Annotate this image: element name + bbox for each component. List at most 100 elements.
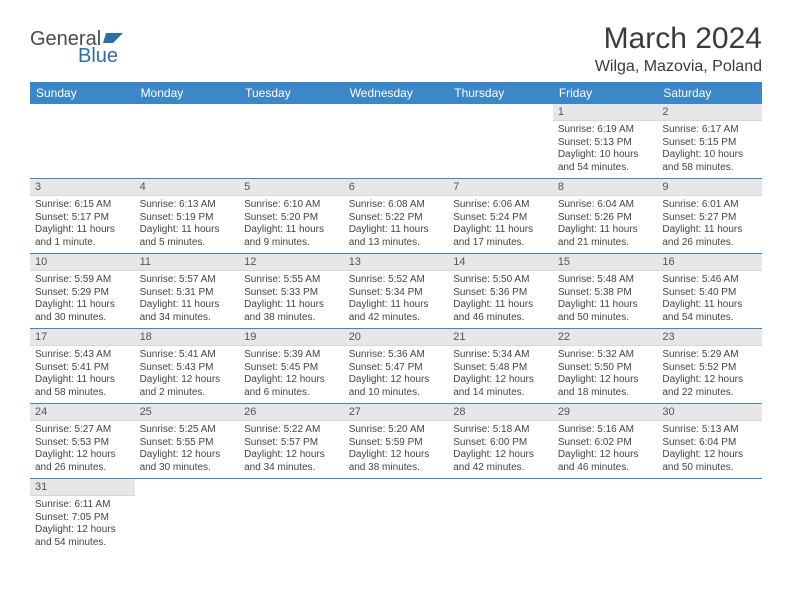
- day-number: 10: [30, 254, 135, 271]
- location: Wilga, Mazovia, Poland: [595, 58, 762, 76]
- sunset-text: Sunset: 5:20 PM: [244, 212, 339, 225]
- calendar-week-row: 31Sunrise: 6:11 AMSunset: 7:05 PMDayligh…: [30, 479, 762, 554]
- sunrise-text: Sunrise: 6:04 AM: [558, 199, 653, 212]
- daylight-text: Daylight: 12 hours and 26 minutes.: [35, 449, 130, 474]
- calendar-empty-cell: [657, 479, 762, 554]
- day-details: Sunrise: 5:43 AMSunset: 5:41 PMDaylight:…: [30, 346, 135, 403]
- daylight-text: Daylight: 12 hours and 22 minutes.: [662, 374, 757, 399]
- day-details: Sunrise: 6:13 AMSunset: 5:19 PMDaylight:…: [135, 196, 240, 253]
- day-number: 18: [135, 329, 240, 346]
- sunset-text: Sunset: 5:55 PM: [140, 437, 235, 450]
- daylight-text: Daylight: 12 hours and 42 minutes.: [453, 449, 548, 474]
- day-details: Sunrise: 6:04 AMSunset: 5:26 PMDaylight:…: [553, 196, 658, 253]
- daylight-text: Daylight: 12 hours and 14 minutes.: [453, 374, 548, 399]
- day-number: 28: [448, 404, 553, 421]
- sunrise-text: Sunrise: 6:08 AM: [349, 199, 444, 212]
- sunset-text: Sunset: 5:22 PM: [349, 212, 444, 225]
- sunset-text: Sunset: 5:15 PM: [662, 137, 757, 150]
- day-details: Sunrise: 5:46 AMSunset: 5:40 PMDaylight:…: [657, 271, 762, 328]
- sunrise-text: Sunrise: 5:27 AM: [35, 424, 130, 437]
- day-details: Sunrise: 6:10 AMSunset: 5:20 PMDaylight:…: [239, 196, 344, 253]
- sunrise-text: Sunrise: 5:34 AM: [453, 349, 548, 362]
- calendar-day-cell: 17Sunrise: 5:43 AMSunset: 5:41 PMDayligh…: [30, 329, 135, 404]
- day-number: 3: [30, 179, 135, 196]
- calendar-day-cell: 30Sunrise: 5:13 AMSunset: 6:04 PMDayligh…: [657, 404, 762, 479]
- calendar-empty-cell: [239, 104, 344, 179]
- day-number: 31: [30, 479, 135, 496]
- day-details: Sunrise: 5:59 AMSunset: 5:29 PMDaylight:…: [30, 271, 135, 328]
- logo-text-blue: Blue: [78, 45, 118, 68]
- calendar-empty-cell: [448, 479, 553, 554]
- sunset-text: Sunset: 5:43 PM: [140, 362, 235, 375]
- sunrise-text: Sunrise: 5:32 AM: [558, 349, 653, 362]
- day-number: 2: [657, 104, 762, 121]
- sunrise-text: Sunrise: 6:13 AM: [140, 199, 235, 212]
- daylight-text: Daylight: 12 hours and 2 minutes.: [140, 374, 235, 399]
- month-title: March 2024: [595, 22, 762, 56]
- day-details: Sunrise: 5:55 AMSunset: 5:33 PMDaylight:…: [239, 271, 344, 328]
- day-details: Sunrise: 6:17 AMSunset: 5:15 PMDaylight:…: [657, 121, 762, 178]
- calendar-day-cell: 19Sunrise: 5:39 AMSunset: 5:45 PMDayligh…: [239, 329, 344, 404]
- day-details: Sunrise: 6:15 AMSunset: 5:17 PMDaylight:…: [30, 196, 135, 253]
- day-details: Sunrise: 5:32 AMSunset: 5:50 PMDaylight:…: [553, 346, 658, 403]
- day-number: 25: [135, 404, 240, 421]
- day-details: Sunrise: 5:27 AMSunset: 5:53 PMDaylight:…: [30, 421, 135, 478]
- day-number: 1: [553, 104, 658, 121]
- weekday-header: Sunday: [30, 82, 135, 104]
- sunset-text: Sunset: 5:13 PM: [558, 137, 653, 150]
- daylight-text: Daylight: 11 hours and 58 minutes.: [35, 374, 130, 399]
- day-details: Sunrise: 5:16 AMSunset: 6:02 PMDaylight:…: [553, 421, 658, 478]
- daylight-text: Daylight: 11 hours and 9 minutes.: [244, 224, 339, 249]
- calendar-day-cell: 18 Sunrise: 5:41 AMSunset: 5:43 PMDayligh…: [135, 329, 240, 404]
- day-number: 20: [344, 329, 449, 346]
- daylight-text: Daylight: 11 hours and 13 minutes.: [349, 224, 444, 249]
- calendar-day-cell: 3Sunrise: 6:15 AMSunset: 5:17 PMDaylight…: [30, 179, 135, 254]
- calendar-week-row: 17Sunrise: 5:43 AMSunset: 5:41 PMDayligh…: [30, 329, 762, 404]
- sunrise-text: Sunrise: 5:25 AM: [140, 424, 235, 437]
- day-number: 15: [553, 254, 658, 271]
- daylight-text: Daylight: 11 hours and 42 minutes.: [349, 299, 444, 324]
- day-number: 16: [657, 254, 762, 271]
- sunset-text: Sunset: 5:40 PM: [662, 287, 757, 300]
- calendar-empty-cell: [448, 104, 553, 179]
- day-number: 9: [657, 179, 762, 196]
- day-number: 5: [239, 179, 344, 196]
- calendar-day-cell: 11Sunrise: 5:57 AMSunset: 5:31 PMDayligh…: [135, 254, 240, 329]
- calendar-table: SundayMondayTuesdayWednesdayThursdayFrid…: [30, 82, 762, 553]
- calendar-empty-cell: [135, 479, 240, 554]
- sunrise-text: Sunrise: 5:36 AM: [349, 349, 444, 362]
- daylight-text: Daylight: 11 hours and 34 minutes.: [140, 299, 235, 324]
- weekday-header: Friday: [553, 82, 658, 104]
- calendar-empty-cell: [344, 479, 449, 554]
- daylight-text: Daylight: 12 hours and 34 minutes.: [244, 449, 339, 474]
- sunset-text: Sunset: 5:45 PM: [244, 362, 339, 375]
- weekday-header: Thursday: [448, 82, 553, 104]
- sunset-text: Sunset: 5:27 PM: [662, 212, 757, 225]
- calendar-day-cell: 14Sunrise: 5:50 AMSunset: 5:36 PMDayligh…: [448, 254, 553, 329]
- sunrise-text: Sunrise: 5:50 AM: [453, 274, 548, 287]
- day-number: 23: [657, 329, 762, 346]
- calendar-day-cell: 28Sunrise: 5:18 AMSunset: 6:00 PMDayligh…: [448, 404, 553, 479]
- daylight-text: Daylight: 10 hours and 54 minutes.: [558, 149, 653, 174]
- sunset-text: Sunset: 5:52 PM: [662, 362, 757, 375]
- sunset-text: Sunset: 7:05 PM: [35, 512, 130, 525]
- sunrise-text: Sunrise: 6:10 AM: [244, 199, 339, 212]
- logo-flag-icon: [103, 31, 125, 45]
- calendar-day-cell: 5Sunrise: 6:10 AMSunset: 5:20 PMDaylight…: [239, 179, 344, 254]
- day-number: 13: [344, 254, 449, 271]
- sunset-text: Sunset: 5:41 PM: [35, 362, 130, 375]
- sunrise-text: Sunrise: 5:41 AM: [140, 349, 235, 362]
- calendar-day-cell: 22Sunrise: 5:32 AMSunset: 5:50 PMDayligh…: [553, 329, 658, 404]
- sunset-text: Sunset: 5:36 PM: [453, 287, 548, 300]
- sunset-text: Sunset: 5:48 PM: [453, 362, 548, 375]
- day-number: 4: [135, 179, 240, 196]
- day-number: 26: [239, 404, 344, 421]
- daylight-text: Daylight: 12 hours and 18 minutes.: [558, 374, 653, 399]
- calendar-day-cell: 23Sunrise: 5:29 AMSunset: 5:52 PMDayligh…: [657, 329, 762, 404]
- day-details: Sunrise: 5:52 AMSunset: 5:34 PMDaylight:…: [344, 271, 449, 328]
- sunset-text: Sunset: 5:19 PM: [140, 212, 235, 225]
- weekday-header: Monday: [135, 82, 240, 104]
- day-number: 22: [553, 329, 658, 346]
- day-details: Sunrise: 5:13 AMSunset: 6:04 PMDaylight:…: [657, 421, 762, 478]
- day-number: 7: [448, 179, 553, 196]
